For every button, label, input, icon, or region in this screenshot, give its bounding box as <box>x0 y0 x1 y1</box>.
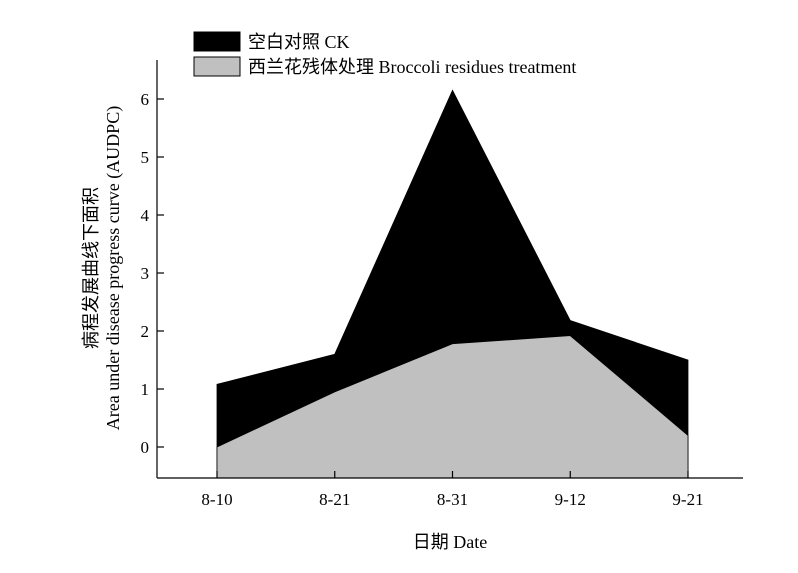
legend-label-broccoli: 西兰花残体处理 Broccoli residues treatment <box>248 57 576 77</box>
x-tick-label: 8-10 <box>201 490 232 509</box>
legend: 空白对照 CK 西兰花残体处理 Broccoli residues treatm… <box>193 31 576 77</box>
legend-label-ck: 空白对照 CK <box>248 32 350 52</box>
y-tick-label: 3 <box>141 264 150 283</box>
legend-swatch-ck <box>193 31 241 52</box>
y-tick-label: 4 <box>141 206 150 225</box>
x-axis-ticks: 8-10 8-21 8-31 9-12 9-21 <box>201 471 704 509</box>
x-tick-label: 9-21 <box>672 490 703 509</box>
area-series-1 <box>216 335 689 479</box>
y-axis-label-english: Area under disease progress curve (AUDPC… <box>103 106 124 430</box>
x-tick-label: 9-12 <box>555 490 586 509</box>
x-axis-label: 日期 Date <box>413 532 487 552</box>
area-layer <box>216 89 689 479</box>
y-tick-label: 6 <box>141 90 150 109</box>
y-axis-label-chinese: 病程发展曲线下面积 <box>81 187 101 349</box>
y-axis-label: 病程发展曲线下面积 Area under disease progress cu… <box>81 106 124 430</box>
y-tick-label: 5 <box>141 148 150 167</box>
legend-swatch-broccoli <box>193 56 241 77</box>
x-tick-label: 8-21 <box>319 490 350 509</box>
y-tick-label: 0 <box>141 438 150 457</box>
x-tick-label: 8-31 <box>437 490 468 509</box>
y-axis-ticks: 0 1 2 3 4 5 6 <box>141 90 164 457</box>
y-tick-label: 2 <box>141 322 150 341</box>
y-tick-label: 1 <box>141 380 150 399</box>
